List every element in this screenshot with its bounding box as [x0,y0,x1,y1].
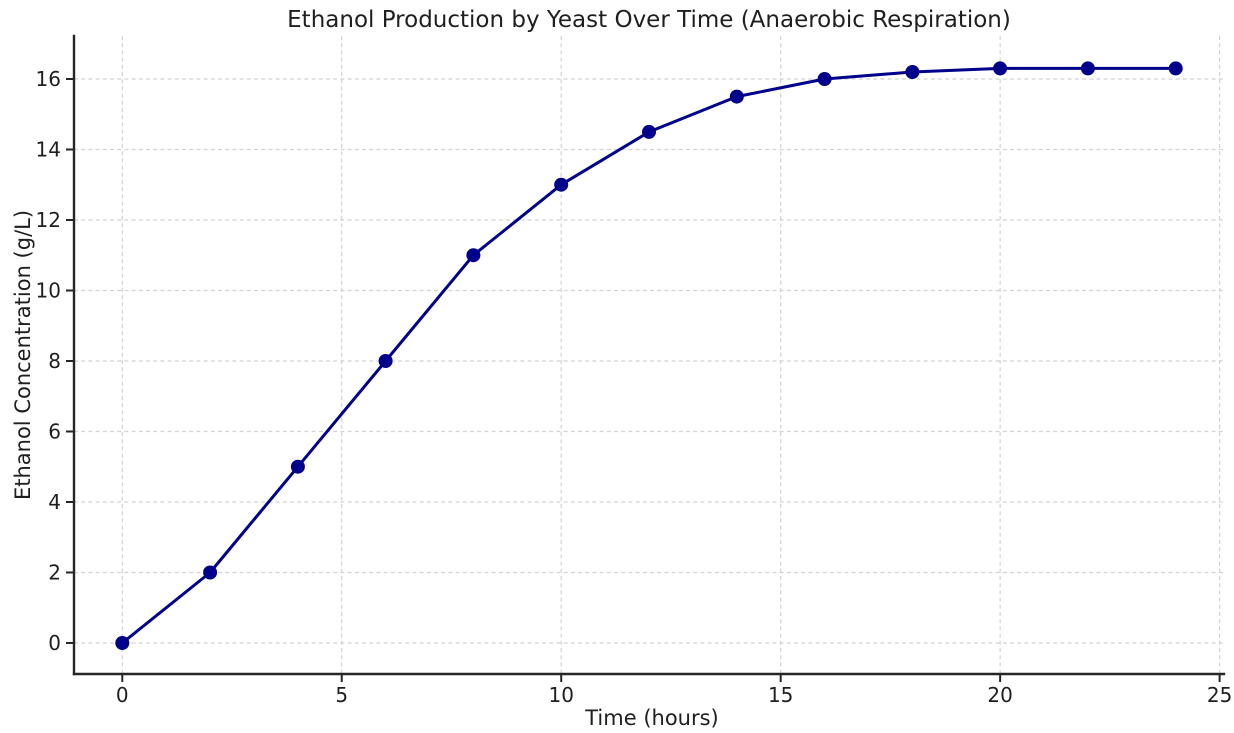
y-tick-label: 8 [48,349,61,373]
data-series-layer [115,61,1183,650]
data-point [905,65,920,79]
data-point [378,354,393,368]
data-point [993,61,1008,76]
y-tick-label: 14 [36,137,61,161]
data-point [115,636,130,650]
y-tick-label: 2 [48,560,61,584]
y-tick-label: 10 [36,278,61,302]
x-tick-label: 10 [548,683,573,707]
axes-layer: 0 5 10 15 20 25 0 2 4 6 8 10 12 14 16 [36,34,1232,707]
ethanol-series-line [120,66,1178,645]
x-tick-label: 15 [768,683,793,707]
data-point [729,89,744,104]
data-point [290,459,305,474]
x-axis-label: Time (hours) [584,706,719,730]
y-tick-label: 12 [36,208,61,232]
x-tick-label: 5 [335,683,348,707]
x-tick-label: 0 [116,683,129,707]
data-point [203,565,218,580]
y-tick-label: 6 [48,419,61,443]
data-point [642,124,656,139]
data-point [1080,61,1095,76]
y-tick-label: 0 [48,631,61,655]
y-tick-label: 16 [36,67,61,91]
x-tick-label: 25 [1207,683,1232,707]
gridlines-layer [74,36,1224,674]
y-tick-label: 4 [48,490,61,514]
x-tick-label: 20 [987,683,1012,707]
chart-title: Ethanol Production by Yeast Over Time (A… [287,7,1011,33]
y-axis-label: Ethanol Concentration (g/L) [11,210,35,500]
data-point [554,177,569,192]
data-point [817,72,832,86]
data-point [466,248,481,263]
data-point [1168,61,1183,76]
